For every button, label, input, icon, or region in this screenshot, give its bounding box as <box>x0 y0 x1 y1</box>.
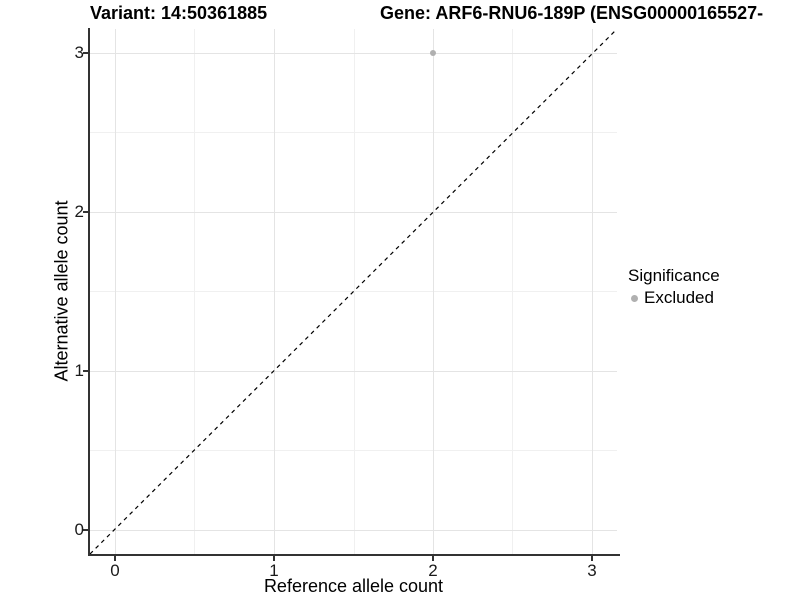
y-tick-label-3: 3 <box>74 43 84 62</box>
y-tick-0 <box>83 529 88 531</box>
x-tick-label-2: 2 <box>428 561 438 580</box>
legend: Significance Excluded <box>628 266 720 308</box>
x-tick-label-3: 3 <box>587 561 597 580</box>
legend-title: Significance <box>628 266 720 285</box>
y-tick-label-1: 1 <box>74 361 84 380</box>
major-gridline-y-3 <box>90 53 617 54</box>
excluded-point-icon <box>631 294 638 302</box>
x-tick-label-1: 1 <box>269 561 279 580</box>
minor-gridline-y-2_5 <box>90 132 617 133</box>
plot-panel <box>90 29 617 554</box>
x-axis-title: Reference allele count <box>263 576 444 596</box>
major-gridline-x-3 <box>592 29 593 554</box>
y-tick-label-0: 0 <box>74 520 84 539</box>
major-gridline-x-1 <box>274 29 275 554</box>
y-tick-label-2: 2 <box>74 202 84 221</box>
x-tick-0 <box>114 556 116 561</box>
x-tick-label-0: 0 <box>110 561 120 580</box>
major-gridline-y-2 <box>90 212 617 213</box>
y-axis-line <box>88 28 90 556</box>
y-tick-2 <box>83 211 88 213</box>
y-tick-3 <box>83 52 88 54</box>
legend-item-excluded: Excluded <box>628 288 720 308</box>
gene-title: Gene: ARF6-RNU6-189P (ENSG00000165527- <box>380 3 764 23</box>
major-gridline-y-1 <box>90 371 617 372</box>
major-gridline-y-0 <box>90 530 617 531</box>
data-point-excluded <box>430 50 436 56</box>
x-tick-3 <box>591 556 593 561</box>
minor-gridline-y-0_5 <box>90 450 617 451</box>
variant-title: Variant: 14:50361885 <box>90 3 268 23</box>
legend-item-label: Excluded <box>644 288 714 307</box>
identity-reference-line <box>90 29 617 554</box>
y-axis-title: Alternative allele count <box>51 200 72 382</box>
major-gridline-x-0 <box>115 29 116 554</box>
x-tick-1 <box>273 556 275 561</box>
major-gridline-x-2 <box>433 29 434 554</box>
x-tick-2 <box>432 556 434 561</box>
x-axis-line <box>88 554 620 556</box>
y-tick-1 <box>83 370 88 372</box>
